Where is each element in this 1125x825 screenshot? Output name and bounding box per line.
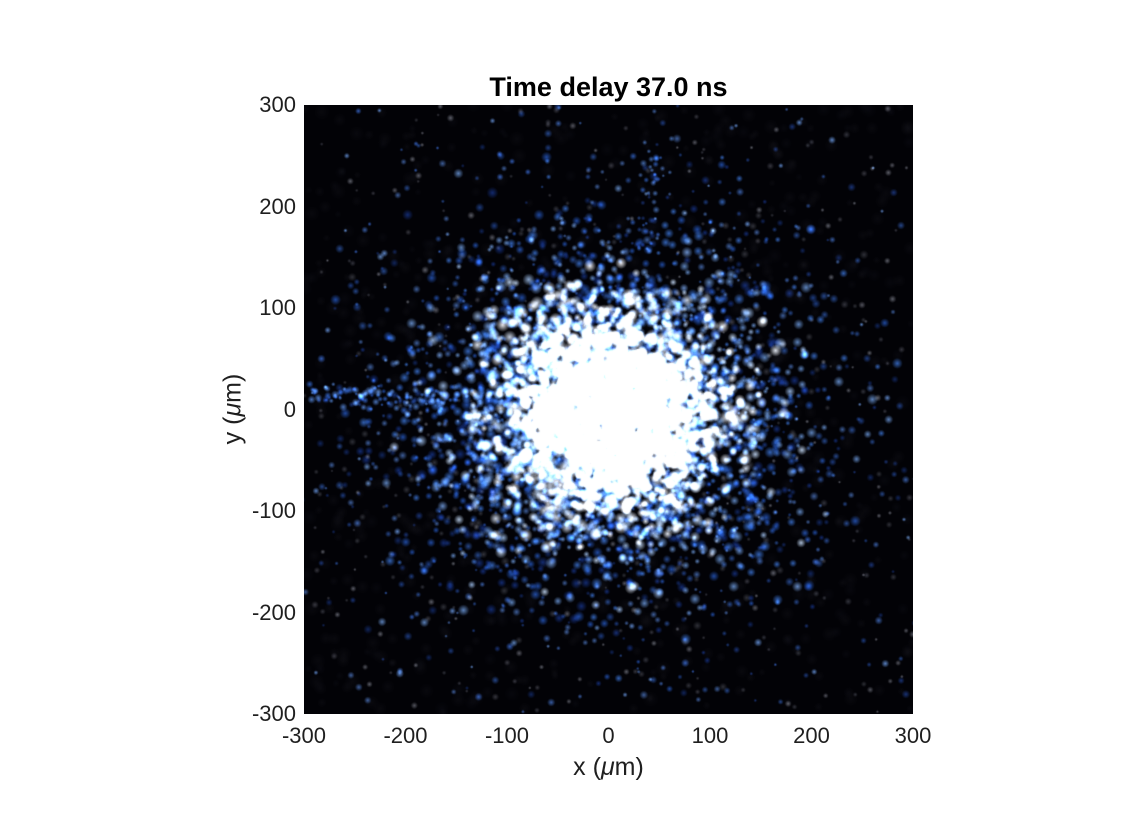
x-tick-label: 100 bbox=[691, 723, 729, 748]
y-tick-label: 300 bbox=[259, 92, 296, 117]
y-axis-label-pre: y ( bbox=[218, 416, 247, 445]
y-tick-label: 100 bbox=[259, 295, 296, 320]
y-axis-label-post: m) bbox=[218, 373, 247, 403]
y-tick-label: -200 bbox=[251, 599, 296, 625]
y-tick-label: 200 bbox=[259, 193, 296, 219]
x-axis-label: x (μm) bbox=[304, 753, 913, 782]
cloud-image bbox=[304, 105, 913, 714]
x-tick-label: -100 bbox=[484, 723, 530, 748]
x-axis-label-post: m) bbox=[614, 753, 644, 781]
mu-symbol: μ bbox=[600, 753, 615, 781]
y-tick-label: -300 bbox=[251, 701, 296, 726]
x-tick-label: 0 bbox=[602, 723, 615, 748]
y-tick-label: -100 bbox=[251, 498, 296, 523]
x-tick-label: 200 bbox=[793, 723, 830, 748]
x-axis-label-pre: x ( bbox=[573, 753, 601, 781]
chart-title: Time delay 37.0 ns bbox=[489, 72, 728, 102]
x-tick-label: -200 bbox=[383, 723, 428, 748]
y-tick-label: 0 bbox=[283, 396, 296, 422]
x-tick-label: -300 bbox=[281, 723, 327, 748]
y-axis-label: y (μm) bbox=[219, 374, 248, 445]
mu-symbol: μ bbox=[218, 402, 247, 417]
plot-area bbox=[304, 105, 913, 714]
x-tick-label: 300 bbox=[894, 723, 932, 748]
